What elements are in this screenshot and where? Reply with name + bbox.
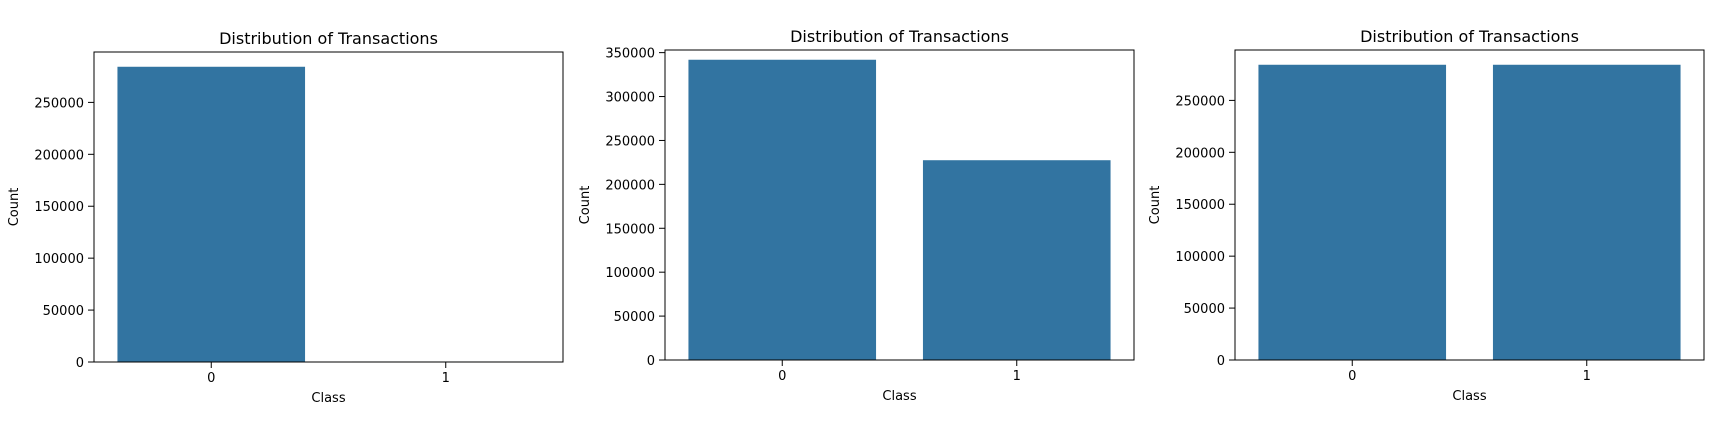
y-tick-label: 0 [76, 356, 84, 371]
y-tick-label: 100000 [605, 266, 655, 281]
y-tick-label: 50000 [43, 304, 84, 319]
x-tick-label: 0 [778, 369, 786, 384]
x-axis-label: Class [882, 389, 916, 404]
x-axis-label: Class [311, 391, 345, 406]
y-axis-ticks: 0 50000 100000 150000 200000 250000 300000 3500… [605, 47, 665, 369]
y-tick-label: 0 [647, 354, 655, 369]
bar-class-1 [922, 160, 1111, 360]
y-tick-label: 350000 [605, 47, 655, 62]
y-tick-label: 300000 [605, 91, 655, 106]
x-tick-label: 1 [1583, 369, 1591, 384]
y-tick-label: 200000 [605, 178, 655, 193]
y-axis-label: Count [578, 186, 593, 225]
chart-panel-1: Distribution of Transactions Class Count… [7, 29, 564, 406]
y-axis-label: Count [7, 188, 22, 227]
bar-class-1 [1492, 64, 1681, 361]
y-tick-label: 250000 [1175, 94, 1225, 109]
bar-class-0 [688, 59, 877, 361]
y-axis-ticks: 0 50000 100000 150000 200000 250000 [34, 96, 94, 371]
x-tick-label: 0 [207, 371, 215, 386]
y-tick-label: 50000 [614, 310, 655, 325]
y-axis-label: Count [1148, 186, 1163, 225]
chart-title: Distribution of Transactions [790, 27, 1009, 46]
y-tick-label: 200000 [1175, 146, 1225, 161]
chart-panel-3: Distribution of Transactions Class Count… [1148, 27, 1705, 404]
x-tick-label: 0 [1348, 369, 1356, 384]
y-tick-label: 100000 [1175, 250, 1225, 265]
y-tick-label: 0 [1217, 354, 1225, 369]
plot-frame [664, 49, 1135, 361]
y-tick-label: 150000 [1175, 198, 1225, 213]
bar-group [117, 66, 540, 363]
bar-group [688, 59, 1111, 361]
chart-panel-2: Distribution of Transactions Class Count… [578, 27, 1135, 404]
y-tick-label: 250000 [605, 134, 655, 149]
y-tick-label: 200000 [34, 148, 84, 163]
bar-group [1258, 64, 1681, 361]
y-tick-label: 150000 [34, 200, 84, 215]
y-tick-label: 250000 [34, 96, 84, 111]
chart-title: Distribution of Transactions [219, 29, 438, 48]
y-tick-label: 100000 [34, 252, 84, 267]
x-tick-label: 1 [442, 371, 450, 386]
plot-frame [93, 51, 564, 363]
y-axis-ticks: 0 50000 100000 150000 200000 250000 [1175, 94, 1235, 369]
y-tick-label: 50000 [1184, 302, 1225, 317]
y-tick-label: 150000 [605, 222, 655, 237]
chart-title: Distribution of Transactions [1360, 27, 1579, 46]
x-axis-label: Class [1452, 389, 1486, 404]
bar-class-0 [1258, 64, 1447, 361]
x-tick-label: 1 [1013, 369, 1021, 384]
bar-class-0 [117, 66, 306, 363]
plot-frame [1234, 49, 1705, 361]
